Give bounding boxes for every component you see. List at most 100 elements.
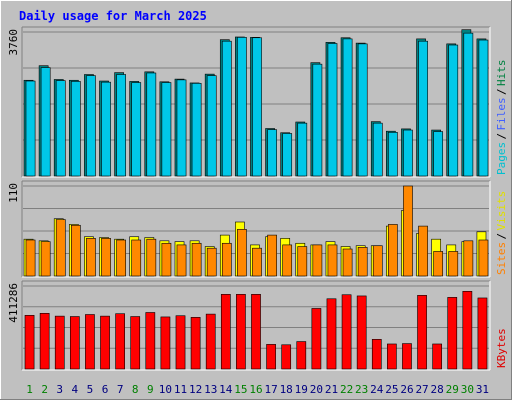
panel-kbytes: 411286 KBytes [7, 280, 508, 371]
bar-kbytes-kbytes-day-2 [39, 313, 50, 370]
bar-kbytes-kbytes-day-13 [205, 313, 216, 370]
bar-hits-files-day-8 [131, 82, 142, 177]
bar-kbytes-kbytes-day-1 [24, 315, 35, 370]
bar-visits-sites-day-6 [101, 238, 111, 277]
max-label-visits: 110 [7, 183, 20, 203]
bar-visits-sites-day-18 [282, 244, 293, 277]
bar-hits-files-day-4 [70, 81, 81, 177]
bar-kbytes-kbytes-day-19 [296, 341, 307, 370]
bar-kbytes-kbytes-day-28 [432, 343, 443, 370]
axis-label-visits-visits: Visits [495, 191, 508, 231]
bar-visits-sites-day-8 [131, 239, 142, 277]
bar-visits-sites-day-15 [237, 229, 247, 277]
bar-hits-files-day-1 [25, 80, 36, 177]
bar-visits-sites-day-2 [40, 241, 51, 277]
bar-hits-files-day-30 [463, 32, 474, 177]
day-label-23: 23 [355, 383, 368, 396]
axis-label-separator-hits-2: / [495, 88, 508, 95]
bar-kbytes-kbytes-day-30 [462, 291, 473, 370]
bar-kbytes-kbytes-day-22 [341, 294, 352, 370]
bar-hits-files-day-29 [448, 44, 459, 177]
axis-label-hits-hits: Hits [495, 60, 508, 87]
bar-visits-sites-day-4 [70, 224, 81, 277]
bar-visits-sites-day-10 [161, 242, 172, 277]
bar-kbytes-kbytes-day-3 [54, 315, 65, 370]
bar-visits-sites-day-23 [357, 247, 368, 277]
bar-visits-sites-day-29 [448, 251, 459, 277]
day-label-11: 11 [174, 383, 187, 396]
bar-hits-files-day-24 [372, 122, 383, 177]
bar-visits-sites-day-28 [433, 251, 444, 277]
day-label-7: 7 [117, 383, 124, 396]
day-label-30: 30 [461, 383, 474, 396]
bar-kbytes-kbytes-day-23 [356, 295, 367, 370]
day-label-18: 18 [280, 383, 293, 396]
bar-kbytes-kbytes-day-14 [220, 294, 231, 370]
bar-visits-sites-day-7 [116, 239, 126, 277]
bar-visits-sites-day-17 [267, 234, 277, 277]
day-label-28: 28 [431, 383, 444, 396]
chart-panels: 3760Pages/Files/Hits110Sites/Visits41128… [7, 26, 508, 371]
bar-hits-files-day-14 [221, 40, 232, 177]
bar-hits-files-day-27 [418, 40, 428, 177]
bar-kbytes-kbytes-day-5 [85, 314, 95, 370]
day-label-25: 25 [385, 383, 398, 396]
bar-hits-files-day-2 [40, 67, 51, 177]
bar-hits-files-day-15 [237, 37, 247, 177]
bar-kbytes-kbytes-day-16 [251, 294, 261, 370]
day-label-26: 26 [400, 383, 413, 396]
day-label-21: 21 [325, 383, 338, 396]
bar-kbytes-kbytes-day-20 [311, 308, 322, 370]
bar-hits-files-day-12 [191, 83, 202, 177]
bar-kbytes-kbytes-day-27 [417, 295, 427, 370]
bar-kbytes-kbytes-day-8 [130, 316, 141, 370]
day-label-4: 4 [72, 383, 79, 396]
axis-label-separator-hits-1: / [495, 133, 508, 140]
bar-kbytes-kbytes-day-26 [402, 343, 412, 370]
bar-hits-files-day-7 [116, 74, 126, 177]
bar-visits-sites-day-16 [252, 247, 262, 277]
bar-visits-sites-day-3 [55, 219, 66, 277]
day-label-29: 29 [446, 383, 459, 396]
day-label-5: 5 [87, 383, 94, 396]
day-label-22: 22 [340, 383, 353, 396]
day-label-19: 19 [295, 383, 308, 396]
bar-kbytes-kbytes-day-11 [175, 315, 186, 370]
bar-hits-files-day-25 [388, 132, 398, 177]
bar-hits-files-day-11 [176, 79, 187, 177]
bar-kbytes-kbytes-day-6 [100, 315, 110, 370]
bar-visits-sites-day-20 [312, 244, 323, 277]
bar-visits-sites-day-9 [146, 238, 157, 277]
bar-visits-sites-day-19 [297, 246, 308, 277]
bar-visits-sites-day-27 [418, 225, 428, 277]
bar-hits-files-day-23 [357, 43, 368, 177]
bar-visits-sites-day-5 [86, 238, 96, 277]
bar-visits-sites-day-13 [206, 247, 217, 277]
bar-kbytes-kbytes-day-15 [236, 294, 246, 370]
bar-visits-sites-day-11 [176, 244, 187, 277]
day-label-2: 2 [41, 383, 48, 396]
bar-hits-files-day-9 [146, 72, 157, 177]
axis-label-visits-sites: Sites [495, 242, 508, 275]
bar-kbytes-kbytes-day-12 [190, 317, 201, 370]
bar-kbytes-kbytes-day-18 [281, 344, 292, 370]
bar-visits-sites-day-14 [221, 242, 232, 277]
day-label-1: 1 [26, 383, 33, 396]
day-label-24: 24 [370, 383, 384, 396]
axis-label-hits-files: Files [495, 97, 508, 130]
bar-hits-files-day-13 [206, 75, 217, 177]
bar-kbytes-kbytes-day-31 [477, 297, 488, 370]
bar-visits-sites-day-12 [191, 242, 202, 277]
bar-kbytes-kbytes-day-9 [145, 312, 156, 370]
bar-visits-sites-day-26 [403, 185, 413, 277]
bar-visits-sites-day-30 [463, 240, 474, 277]
bar-visits-sites-day-25 [388, 224, 398, 277]
day-label-12: 12 [189, 383, 202, 396]
bar-visits-sites-day-24 [372, 245, 383, 277]
bar-visits-sites-day-1 [25, 239, 36, 277]
axis-label-kbytes-kbytes: KBytes [495, 328, 508, 368]
day-labels: 1 2 3 4 5 6 7 8 9 10 11 12 13 14 15 16 17 18 19 20 21 22 23 24 2… [26, 383, 489, 396]
bar-hits-files-day-16 [252, 37, 262, 177]
day-label-8: 8 [132, 383, 139, 396]
